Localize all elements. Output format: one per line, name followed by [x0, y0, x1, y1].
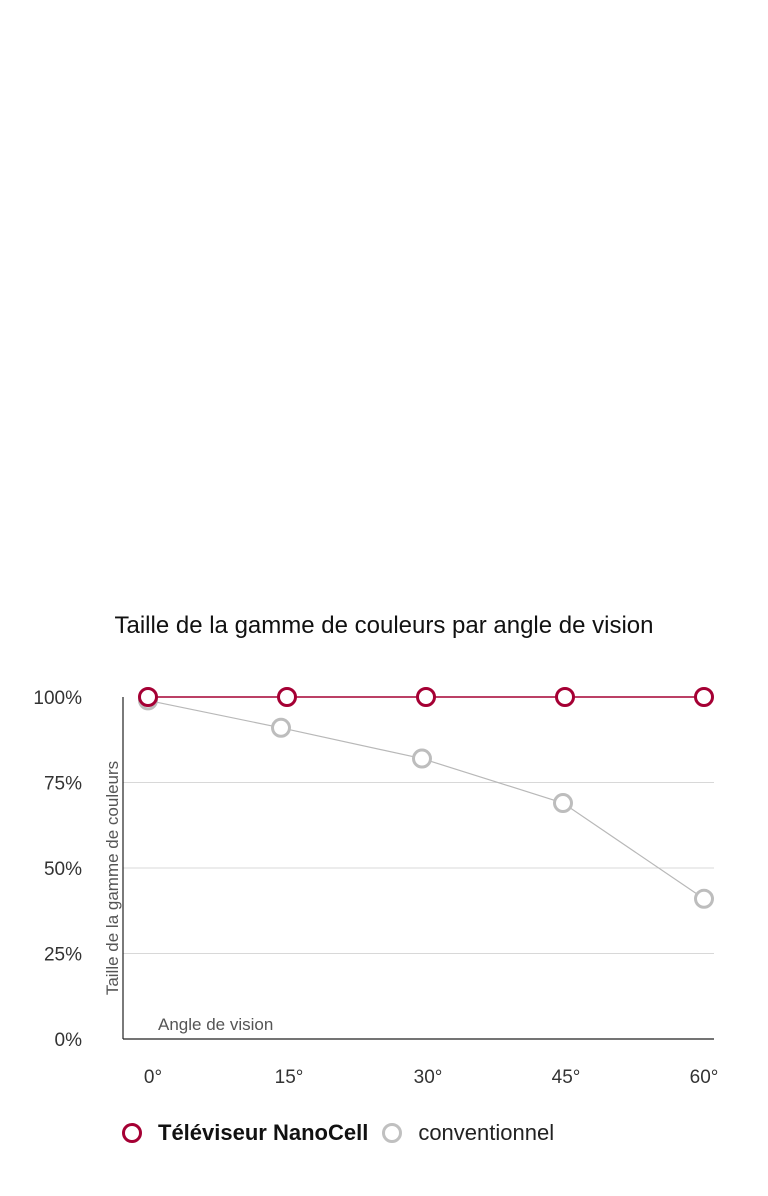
legend-label-conventional: conventionnel [418, 1120, 555, 1145]
x-tick-label: 15° [275, 1067, 304, 1088]
axes [122, 697, 714, 1040]
x-tick-label: 0° [144, 1067, 162, 1088]
x-tick-labels: 0° 15° 30° 45° 60° [144, 1067, 718, 1088]
y-axis-label: Taille de la gamme de couleurs [103, 761, 122, 995]
data-point-conventional [694, 888, 714, 909]
data-point-conventional [553, 793, 573, 814]
legend-marker-conventional-icon [382, 1123, 403, 1143]
data-point-nanocell [694, 687, 714, 707]
chart-title: Taille de la gamme de couleurs par angle… [114, 612, 654, 639]
legend-item-nanocell: Téléviseur NanoCell [122, 1120, 368, 1146]
legend-label-nanocell: Téléviseur NanoCell [158, 1120, 369, 1145]
grid-lines [123, 782, 714, 954]
chart-plot: 100% 75% 50% 25% 0% 0° 15° 30° 45° 60° Taille de… [33, 687, 718, 1088]
x-axis-label: Angle de vision [158, 1015, 273, 1034]
y-tick-label: 75% [44, 774, 82, 795]
legend: Téléviseur NanoCell conventionnel [122, 1120, 568, 1146]
series-line-conventional [147, 699, 705, 900]
legend-item-conventional: conventionnel [382, 1120, 554, 1146]
data-point-nanocell [416, 687, 436, 707]
x-tick-label: 45° [552, 1067, 581, 1088]
data-point-nanocell [138, 687, 158, 707]
y-tick-label: 50% [44, 859, 82, 880]
y-tick-label: 0% [55, 1030, 83, 1051]
data-point-conventional [271, 717, 291, 738]
series-layer [138, 687, 714, 909]
y-tick-label: 100% [33, 688, 82, 709]
data-point-nanocell [277, 687, 297, 707]
x-tick-label: 60° [690, 1067, 719, 1088]
y-tick-labels: 100% 75% 50% 25% 0% [33, 688, 82, 1051]
data-point-nanocell [555, 687, 575, 707]
x-tick-label: 30° [414, 1067, 443, 1088]
legend-marker-nanocell-icon [122, 1123, 142, 1143]
data-point-conventional [412, 748, 432, 769]
y-tick-label: 25% [44, 945, 82, 966]
